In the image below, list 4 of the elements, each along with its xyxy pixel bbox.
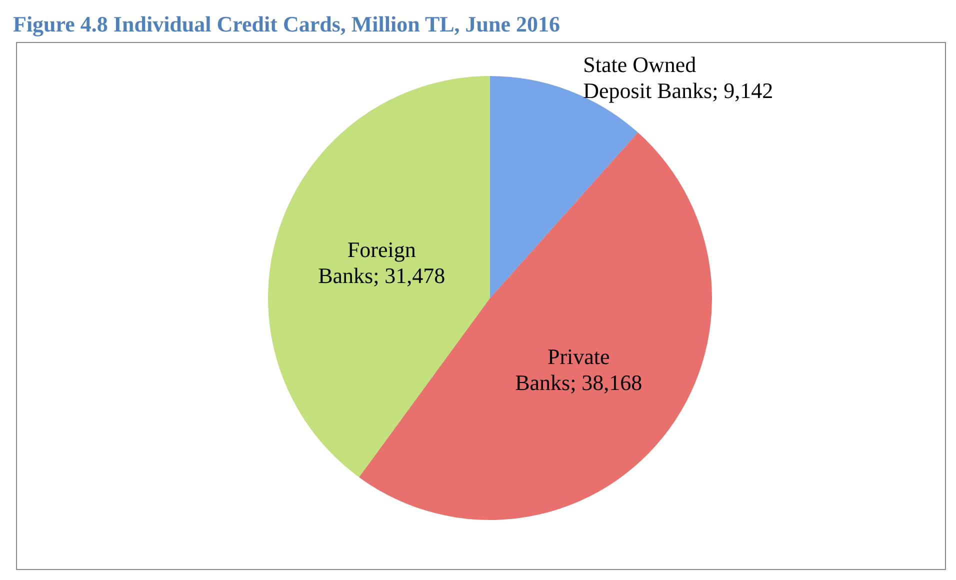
slice-label: State Owned Deposit Banks; 9,142 xyxy=(583,52,774,104)
chart-title: Figure 4.8 Individual Credit Cards, Million TL, June 2016 xyxy=(13,12,560,36)
slice-label: Foreign Banks; 31,478 xyxy=(318,237,446,288)
slice-label: Private Banks; 38,168 xyxy=(515,344,642,396)
